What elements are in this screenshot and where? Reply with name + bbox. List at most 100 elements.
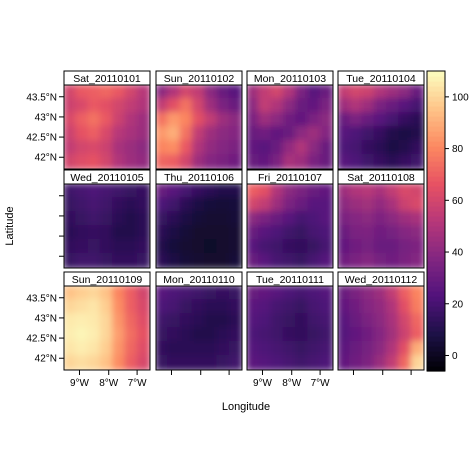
heatmap-cell [258, 239, 273, 255]
heatmap-cell [156, 154, 170, 169]
heatmap-cell [99, 98, 115, 114]
heatmap-cell [349, 253, 364, 268]
heatmap-cell [228, 253, 242, 268]
heatmap-cell [87, 327, 102, 343]
panel-title: Tue_20110104 [346, 73, 416, 85]
heatmap-cell [386, 85, 401, 100]
heatmap-cell [167, 253, 182, 268]
heatmap-cell [361, 327, 376, 343]
heatmap-cell [270, 355, 285, 370]
heatmap-cell [258, 85, 273, 100]
heatmap-cell [295, 211, 310, 227]
heatmap-cell [124, 313, 139, 329]
colorbar-segment [427, 366, 445, 372]
heatmap-cell [167, 98, 182, 114]
heatmap [64, 184, 150, 268]
heatmap-cell [349, 98, 364, 114]
heatmap-cell [282, 327, 298, 343]
y-tick-label: 42.5°N [26, 133, 57, 144]
heatmap-cell [124, 355, 139, 370]
heatmap-cell [112, 98, 127, 114]
heatmap-cell [179, 112, 194, 128]
colorbar-segment [427, 166, 445, 172]
panel-title: Wed_20110105 [70, 172, 143, 184]
heatmap-cell [270, 197, 285, 213]
heatmap-cell [124, 112, 139, 128]
heatmap-cell [338, 299, 352, 315]
heatmap-cell [258, 286, 273, 301]
heatmap-cell [191, 140, 207, 156]
heatmap-cell [204, 253, 219, 268]
heatmap-cell [64, 140, 78, 156]
heatmap-cell [124, 85, 139, 100]
heatmap-cell [124, 341, 139, 357]
heatmap-cell [373, 286, 389, 301]
y-tick-label: 42.5°N [26, 334, 57, 345]
heatmap-cell [398, 211, 413, 227]
heatmap-cell [338, 239, 352, 255]
heatmap-cell [204, 140, 219, 156]
heatmap-cell [349, 197, 364, 213]
heatmap-cell [361, 126, 376, 142]
heatmap-cell [282, 313, 298, 329]
heatmap-cell [258, 197, 273, 213]
heatmap-cell [361, 85, 376, 100]
heatmap-cell [191, 286, 207, 301]
heatmap-cell [87, 112, 102, 128]
colorbar-segment [427, 196, 445, 202]
heatmap-cell [319, 126, 333, 142]
panel-Mon_20110103: Mon_20110103 [246, 70, 334, 170]
heatmap-cell [270, 341, 285, 357]
panel-Mon_20110110: Mon_20110110 [155, 271, 243, 371]
heatmap-cell [228, 211, 242, 227]
heatmap-cell [258, 184, 273, 199]
heatmap-cell [307, 341, 322, 357]
heatmap [156, 85, 242, 169]
heatmap-cell [307, 355, 322, 370]
heatmap-cell [386, 299, 401, 315]
heatmap-cell [270, 286, 285, 301]
heatmap-cell [361, 299, 376, 315]
heatmap-cell [167, 327, 182, 343]
heatmap-cell [191, 154, 207, 169]
heatmap-cell [204, 211, 219, 227]
heatmap-cell [282, 253, 298, 268]
heatmap-cell [191, 184, 207, 199]
heatmap-cell [228, 299, 242, 315]
heatmap-cell [410, 85, 424, 100]
heatmap-cell [99, 126, 115, 142]
heatmap-cell [398, 154, 413, 169]
heatmap-cell [410, 98, 424, 114]
heatmap-cell [99, 239, 115, 255]
heatmap-cell [307, 197, 322, 213]
heatmap-cell [136, 211, 150, 227]
heatmap-cell [282, 239, 298, 255]
colorbar-segment [427, 221, 445, 227]
heatmap-cell [124, 98, 139, 114]
heatmap-cell [191, 211, 207, 227]
heatmap-cell [179, 327, 194, 343]
heatmap-cell [410, 211, 424, 227]
heatmap-cell [338, 341, 352, 357]
heatmap-cell [136, 341, 150, 357]
heatmap-cell [75, 140, 90, 156]
y-tick-label: 43°N [35, 112, 57, 123]
heatmap-cell [247, 299, 261, 315]
heatmap-cell [247, 211, 261, 227]
heatmap-cell [179, 85, 194, 100]
colorbar-segment [427, 191, 445, 197]
heatmap-cell [99, 197, 115, 213]
heatmap-cell [373, 154, 389, 169]
heatmap-cell [247, 341, 261, 357]
heatmap-cell [307, 126, 322, 142]
heatmap-cell [386, 225, 401, 241]
colorbar-segment [427, 266, 445, 272]
colorbar-segment [427, 271, 445, 277]
heatmap-cell [191, 313, 207, 329]
heatmap-cell [258, 327, 273, 343]
x-axis-label: Longitude [222, 401, 270, 413]
heatmap-cell [179, 313, 194, 329]
heatmap-cell [307, 140, 322, 156]
heatmap-cell [191, 126, 207, 142]
